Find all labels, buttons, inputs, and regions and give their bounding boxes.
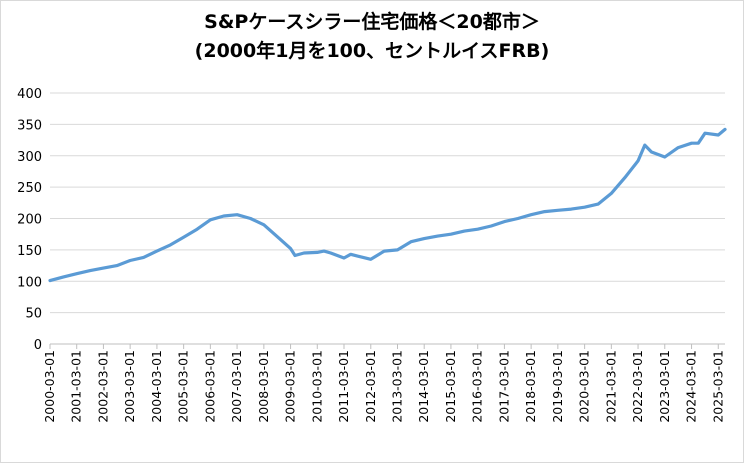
- x-tick-label: 2020-03-01: [577, 350, 592, 423]
- x-tick-label: 2004-03-01: [149, 350, 164, 423]
- x-tick-label: 2014-03-01: [416, 350, 431, 423]
- x-tick-label: 2015-03-01: [443, 350, 458, 423]
- x-tick-label: 2024-03-01: [684, 350, 699, 423]
- y-tick-label: 250: [17, 181, 42, 196]
- series-line: [48, 127, 727, 283]
- y-tick-label: 350: [17, 118, 42, 133]
- x-tick-label: 2006-03-01: [202, 350, 217, 423]
- y-tick-label: 200: [17, 213, 42, 228]
- chart-title-line-1: S&Pケースシラー住宅価格＜20都市＞: [204, 11, 540, 33]
- x-tick-label: 2023-03-01: [657, 350, 672, 423]
- y-tick-label: 100: [17, 275, 42, 290]
- y-tick-label: 0: [34, 338, 42, 353]
- y-tick-label: 150: [17, 244, 42, 259]
- x-tick-label: 2013-03-01: [389, 350, 404, 423]
- x-tick-label: 2010-03-01: [309, 350, 324, 423]
- y-tick-label: 400: [17, 87, 42, 102]
- x-tick-label: 2016-03-01: [470, 350, 485, 423]
- x-tick-label: 2005-03-01: [176, 350, 191, 423]
- chart-title-line-2: (2000年1月を100、セントルイスFRB): [194, 40, 550, 62]
- x-tick-label: 2018-03-01: [523, 350, 538, 423]
- x-tick-label: 2025-03-01: [710, 350, 725, 423]
- x-tick-label: 2019-03-01: [550, 350, 565, 423]
- x-tick-label: 2009-03-01: [283, 350, 298, 423]
- y-tick-label: 300: [17, 150, 42, 165]
- x-tick-label: 2000-03-01: [42, 350, 57, 423]
- x-tick-label: 2021-03-01: [603, 350, 618, 423]
- chart-title: S&Pケースシラー住宅価格＜20都市＞ (2000年1月を100、セントルイスF…: [0, 8, 744, 66]
- x-tick-label: 2011-03-01: [336, 350, 351, 423]
- x-tick-label: 2017-03-01: [496, 350, 511, 423]
- x-tick-label: 2012-03-01: [363, 350, 378, 423]
- y-tick-label: 50: [25, 307, 42, 322]
- x-tick-label: 2022-03-01: [630, 350, 645, 423]
- x-tick-label: 2001-03-01: [69, 350, 84, 423]
- x-tick-label: 2007-03-01: [229, 350, 244, 423]
- x-tick-label: 2003-03-01: [122, 350, 137, 423]
- x-tick-label: 2002-03-01: [95, 350, 110, 423]
- x-tick-label: 2008-03-01: [256, 350, 271, 423]
